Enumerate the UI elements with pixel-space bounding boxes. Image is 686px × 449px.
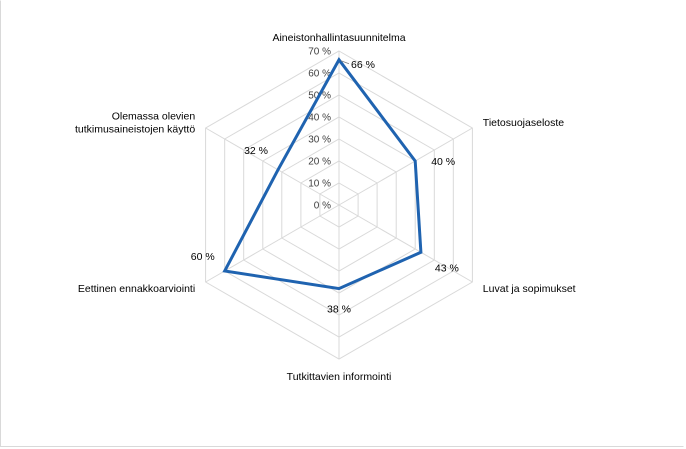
category-label-layer: Aineistonhallintasuunnitelma Tietosuojase… xyxy=(75,32,576,383)
tick-layer: 0 %10 %20 %30 %40 %50 %60 %70 % xyxy=(308,47,331,212)
spoke-line xyxy=(205,204,340,283)
data-label: 66 % xyxy=(351,59,375,71)
r-tick-label: 10 % xyxy=(308,179,331,190)
data-label: 38 % xyxy=(327,304,351,316)
r-tick-label: 70 % xyxy=(308,47,331,58)
data-label-layer: 66 % 40 % 43 % 38 % 60 % 32 % xyxy=(191,59,459,316)
r-tick-label: 40 % xyxy=(308,113,331,124)
spoke-line xyxy=(205,127,340,206)
category-label: tutkimusaineistojen käyttö xyxy=(75,124,195,136)
category-label: Eettinen ennakkoarviointi xyxy=(78,283,195,295)
data-label: 40 % xyxy=(431,156,455,168)
spoke-line xyxy=(338,127,473,206)
data-label: 43 % xyxy=(435,262,459,274)
series-layer xyxy=(222,57,423,291)
category-label: Aineistonhallintasuunnitelma xyxy=(272,32,405,44)
r-tick-label: 30 % xyxy=(308,135,331,146)
data-label: 32 % xyxy=(244,145,268,157)
category-label: Tutkittavien informointi xyxy=(287,371,392,383)
category-label: Olemassa olevien xyxy=(112,111,196,123)
r-tick-label: 60 % xyxy=(308,69,331,80)
data-label: 60 % xyxy=(191,251,215,263)
spoke-line xyxy=(338,204,473,283)
data-label-leader xyxy=(340,60,350,65)
r-tick-label: 20 % xyxy=(308,157,331,168)
r-tick-label: 0 % xyxy=(314,201,331,212)
series-polygon xyxy=(222,57,423,291)
category-label: Tietosuojaseloste xyxy=(483,117,564,129)
category-label: Luvat ja sopimukset xyxy=(483,283,576,295)
